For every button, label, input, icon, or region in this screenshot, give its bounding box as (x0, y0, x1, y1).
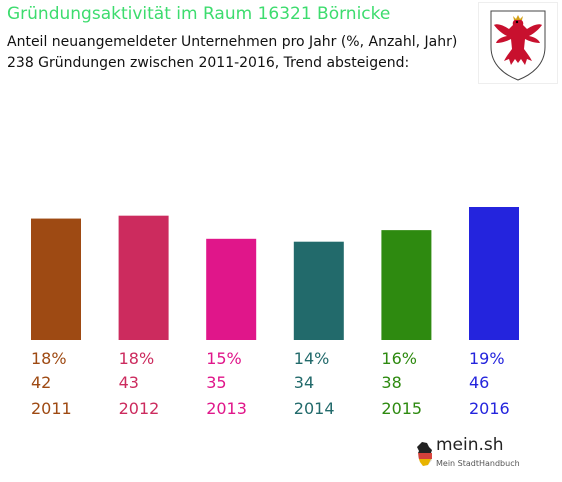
year-label-2013: 2013 (206, 399, 247, 418)
logo-tagline: Mein StadtHandbuch (436, 459, 520, 468)
bar-2013 (206, 238, 257, 340)
count-label-2011: 42 (31, 373, 51, 392)
logo-wordmark: mein.sh (436, 435, 504, 455)
percent-label-2016: 19% (469, 349, 505, 368)
percent-label-2013: 15% (206, 349, 242, 368)
year-label-2014: 2014 (294, 399, 335, 418)
bar-2015 (381, 230, 432, 340)
bar-2012 (118, 215, 169, 340)
bar-2014 (293, 241, 344, 340)
percent-label-2015: 16% (381, 349, 417, 368)
year-label-2012: 2012 (119, 399, 160, 418)
coat-of-arms (478, 2, 558, 84)
percent-label-2012: 18% (119, 349, 155, 368)
year-label-2011: 2011 (31, 399, 72, 418)
germany-map-icon (417, 442, 432, 466)
eagle-crest-icon (490, 10, 546, 81)
year-label-2016: 2016 (469, 399, 510, 418)
bar-2016 (469, 207, 519, 340)
count-label-2014: 34 (294, 373, 314, 392)
year-label-2015: 2015 (381, 399, 422, 418)
count-label-2012: 43 (119, 373, 139, 392)
chart-subtitle-line2: 238 Gründungen zwischen 2011-2016, Trend… (7, 55, 410, 71)
chart-title: Gründungsaktivität im Raum 16321 Börnick… (7, 4, 391, 24)
count-label-2015: 38 (381, 373, 401, 392)
chart-subtitle-line1: Anteil neuangemeldeter Unternehmen pro J… (7, 34, 458, 50)
percent-label-2014: 14% (294, 349, 330, 368)
mein-sh-logo: mein.sh Mein StadtHandbuch (414, 433, 526, 475)
percent-label-2011: 18% (31, 349, 67, 368)
count-label-2013: 35 (206, 373, 226, 392)
count-label-2016: 46 (469, 373, 489, 392)
bar-2011 (31, 218, 81, 340)
